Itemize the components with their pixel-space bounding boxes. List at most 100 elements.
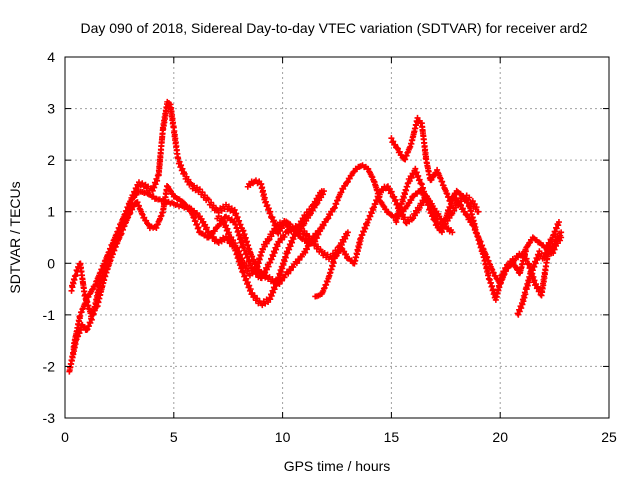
data-point [558,234,565,241]
series-track-h [392,165,562,287]
data-point [529,267,536,274]
data-point [284,249,291,256]
data-point [305,241,312,248]
data-point [534,256,541,263]
data-point [320,222,327,229]
data-point [550,250,557,257]
data-point [265,263,272,270]
data-point [268,292,275,299]
data-point [287,267,294,274]
data-point [267,208,274,215]
data-point [408,197,415,204]
data-point [271,249,278,256]
data-point [393,219,400,226]
data-point [265,237,272,244]
data-point [236,231,243,238]
data-point [233,210,240,217]
data-point [303,246,310,253]
data-point [532,260,539,267]
data-point [401,214,408,221]
data-point [260,187,267,194]
data-point [466,215,473,222]
y-tick-label: 3 [47,101,55,117]
data-point [541,255,548,262]
data-point [521,294,528,301]
data-point [208,199,215,206]
data-point [268,233,275,240]
data-point [453,204,460,211]
data-point [232,240,239,247]
data-point [72,272,79,279]
data-point [243,262,250,269]
data-point [485,270,492,277]
data-point [135,179,142,186]
data-point [178,162,185,169]
data-point [230,237,237,244]
data-point [399,198,406,205]
data-point [221,218,228,225]
data-point [312,238,319,245]
data-point [542,251,549,258]
data-point [185,176,192,183]
data-point [518,305,525,312]
data-point [231,206,238,213]
data-point [338,189,345,196]
y-tick-label: 4 [47,49,55,65]
data-point [154,177,161,184]
data-point [388,188,395,195]
data-point [260,191,267,198]
data-point [285,220,292,227]
data-point [224,225,231,232]
data-point [355,244,362,251]
data-point [459,205,466,212]
data-point [342,235,349,242]
y-tick-label: -3 [43,410,56,426]
data-point [464,199,471,206]
x-axis-label: GPS time / hours [284,458,391,474]
data-point [318,194,325,201]
x-tick-label: 5 [170,429,178,445]
data-point [91,307,98,314]
data-point [380,202,387,209]
data-point [176,158,183,165]
data-point [523,286,530,293]
data-point [344,178,351,185]
data-point [396,148,403,155]
data-point [408,174,415,181]
data-point [475,208,482,215]
data-point [313,235,320,242]
data-point [344,232,351,239]
data-point [199,189,206,196]
data-point [278,277,285,284]
data-point [296,256,303,263]
y-tick-label: 2 [47,152,55,168]
data-point [287,243,294,250]
data-point [516,308,523,315]
data-point [418,181,425,188]
data-point [285,270,292,277]
data-point [238,237,245,244]
x-tick-label: 25 [601,429,617,445]
data-point [265,205,272,212]
data-point [394,145,401,152]
data-point [272,220,279,227]
data-point [320,191,327,198]
data-point [433,220,440,227]
data-point [490,269,497,276]
x-tick-label: 10 [275,429,291,445]
data-point [88,286,95,293]
data-point [390,138,397,145]
data-point [247,260,254,267]
y-tick-label: 1 [47,204,55,220]
y-tick-label: -1 [43,307,56,323]
axis-ticks: 0 5 10 15 20 25 -3 -2 -1 0 1 2 3 4 [43,49,617,445]
data-point [525,279,532,286]
data-point [253,267,260,274]
data-point [557,237,564,244]
data-point [247,286,254,293]
data-point [240,227,247,234]
series-track-i [514,234,565,318]
data-point [129,206,136,213]
data-point [263,240,270,247]
